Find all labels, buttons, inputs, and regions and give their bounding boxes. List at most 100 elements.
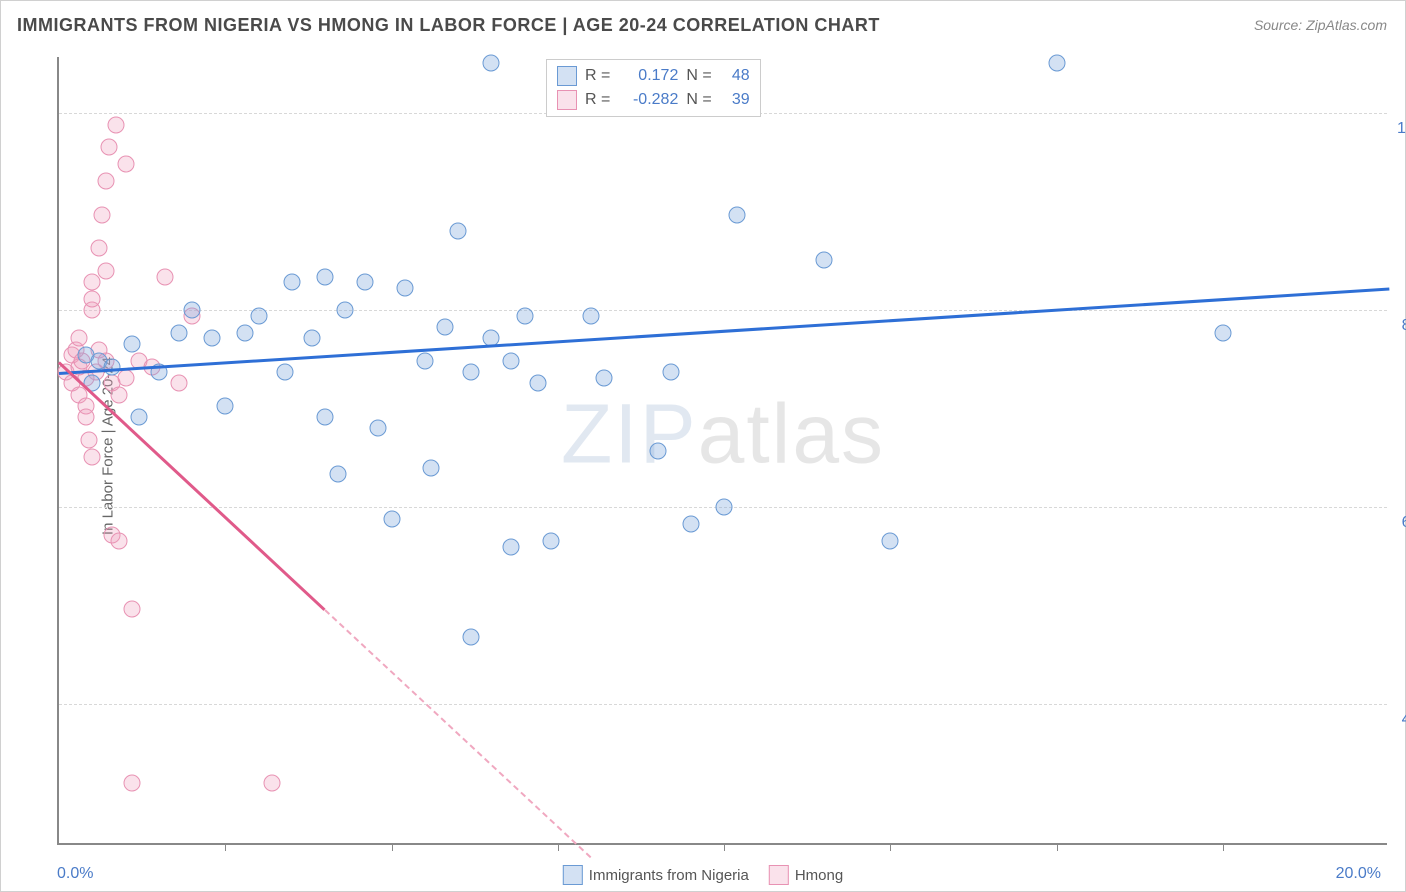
data-point-hmong	[84, 448, 101, 465]
swatch-pink-bottom	[769, 865, 789, 885]
data-point-nigeria	[217, 397, 234, 414]
data-point-nigeria	[396, 279, 413, 296]
y-tick-label: 82.5%	[1397, 317, 1406, 335]
data-point-hmong	[117, 369, 134, 386]
data-point-nigeria	[1048, 54, 1065, 71]
data-point-nigeria	[1214, 324, 1231, 341]
data-point-hmong	[80, 431, 97, 448]
data-point-nigeria	[716, 499, 733, 516]
y-tick-label: 100.0%	[1397, 120, 1406, 138]
legend-item-nigeria: Immigrants from Nigeria	[563, 865, 749, 885]
data-point-nigeria	[124, 336, 141, 353]
swatch-blue	[557, 66, 577, 86]
data-point-nigeria	[649, 443, 666, 460]
x-tick	[1057, 843, 1058, 851]
data-point-hmong	[110, 533, 127, 550]
data-point-nigeria	[815, 251, 832, 268]
data-point-hmong	[107, 116, 124, 133]
data-point-nigeria	[450, 223, 467, 240]
r-label-1: R =	[585, 67, 610, 85]
data-point-hmong	[117, 155, 134, 172]
data-point-hmong	[97, 262, 114, 279]
data-point-nigeria	[184, 302, 201, 319]
data-point-nigeria	[416, 352, 433, 369]
data-point-nigeria	[529, 375, 546, 392]
grid-line	[59, 704, 1387, 705]
data-point-nigeria	[130, 409, 147, 426]
plot-area: ZIPatlas 100.0%82.5%65.0%47.5%	[57, 57, 1387, 845]
data-point-nigeria	[170, 324, 187, 341]
data-point-nigeria	[303, 330, 320, 347]
data-point-nigeria	[317, 409, 334, 426]
x-tick	[890, 843, 891, 851]
x-tick	[225, 843, 226, 851]
r-value-2: -0.282	[618, 91, 678, 109]
y-tick-label: 65.0%	[1397, 514, 1406, 532]
data-point-nigeria	[543, 533, 560, 550]
data-point-nigeria	[682, 516, 699, 533]
r-value-1: 0.172	[618, 67, 678, 85]
chart-title: IMMIGRANTS FROM NIGERIA VS HMONG IN LABO…	[17, 15, 880, 36]
data-point-nigeria	[662, 364, 679, 381]
data-point-nigeria	[370, 420, 387, 437]
data-point-hmong	[110, 386, 127, 403]
n-label-2: N =	[686, 91, 711, 109]
watermark: ZIPatlas	[561, 386, 885, 483]
data-point-nigeria	[463, 364, 480, 381]
data-point-nigeria	[436, 319, 453, 336]
n-value-2: 39	[720, 91, 750, 109]
data-point-hmong	[97, 172, 114, 189]
trend-line-hmong-extrapolated	[324, 609, 591, 858]
chart-container: IMMIGRANTS FROM NIGERIA VS HMONG IN LABO…	[0, 0, 1406, 892]
series-legend: Immigrants from Nigeria Hmong	[563, 865, 843, 885]
data-point-nigeria	[423, 459, 440, 476]
data-point-hmong	[94, 206, 111, 223]
trend-line-nigeria	[59, 288, 1389, 375]
data-point-nigeria	[237, 324, 254, 341]
data-point-hmong	[100, 139, 117, 156]
watermark-thin: atlas	[698, 387, 885, 481]
data-point-nigeria	[330, 465, 347, 482]
legend-row-hmong: R = -0.282 N = 39	[557, 88, 750, 112]
n-label-1: N =	[686, 67, 711, 85]
series2-label: Hmong	[795, 867, 843, 884]
data-point-nigeria	[203, 330, 220, 347]
data-point-nigeria	[250, 307, 267, 324]
data-point-nigeria	[516, 307, 533, 324]
x-tick	[1223, 843, 1224, 851]
data-point-nigeria	[882, 533, 899, 550]
data-point-nigeria	[356, 274, 373, 291]
data-point-nigeria	[283, 274, 300, 291]
x-tick	[392, 843, 393, 851]
swatch-blue-bottom	[563, 865, 583, 885]
data-point-hmong	[84, 291, 101, 308]
data-point-nigeria	[583, 307, 600, 324]
data-point-nigeria	[336, 302, 353, 319]
data-point-hmong	[157, 268, 174, 285]
n-value-1: 48	[720, 67, 750, 85]
r-label-2: R =	[585, 91, 610, 109]
x-axis-min-label: 0.0%	[57, 865, 93, 883]
data-point-nigeria	[104, 358, 121, 375]
data-point-hmong	[70, 330, 87, 347]
legend-item-hmong: Hmong	[769, 865, 843, 885]
data-point-nigeria	[383, 510, 400, 527]
data-point-hmong	[263, 775, 280, 792]
x-tick	[724, 843, 725, 851]
data-point-nigeria	[503, 538, 520, 555]
series1-label: Immigrants from Nigeria	[589, 867, 749, 884]
data-point-hmong	[124, 600, 141, 617]
y-tick-label: 47.5%	[1397, 711, 1406, 729]
data-point-nigeria	[277, 364, 294, 381]
data-point-hmong	[77, 409, 94, 426]
watermark-bold: ZIP	[561, 387, 698, 481]
data-point-nigeria	[483, 54, 500, 71]
swatch-pink	[557, 90, 577, 110]
data-point-hmong	[170, 375, 187, 392]
trend-line-hmong	[58, 361, 326, 610]
x-tick	[558, 843, 559, 851]
source-attribution: Source: ZipAtlas.com	[1254, 17, 1387, 33]
legend-row-nigeria: R = 0.172 N = 48	[557, 64, 750, 88]
data-point-nigeria	[503, 352, 520, 369]
data-point-nigeria	[596, 369, 613, 386]
